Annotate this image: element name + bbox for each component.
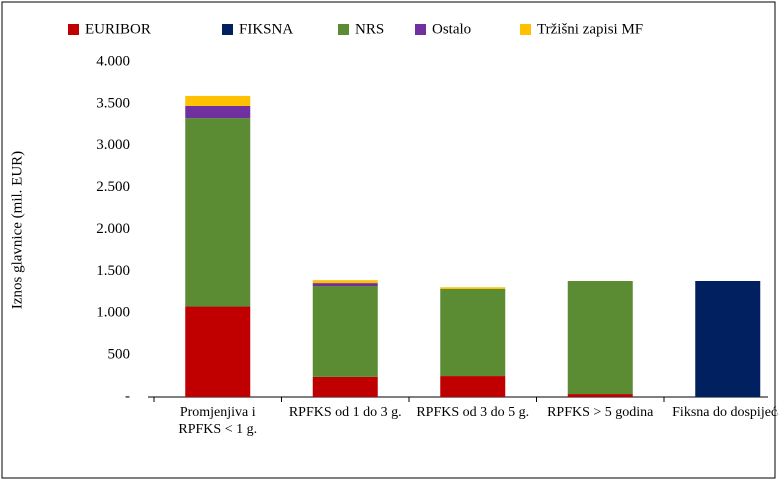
bar-segment [312,286,378,377]
legend-swatch [415,24,426,35]
y-tick-label: 3.500 [96,95,130,111]
x-tick-label: Promjenjiva i RPFKS < 1 g. [178,405,258,437]
legend-label: NRS [355,21,384,37]
legend-label: Ostalo [432,21,471,37]
bar-segment [312,283,378,287]
bar-segment [185,105,251,119]
x-tick-label: RPFKS od 1 do 3 g. [288,405,402,420]
bar-segment [185,95,251,106]
y-tick-label: 500 [108,347,131,363]
legend-swatch [68,24,79,35]
bar-segment [567,281,633,395]
bar-segment [312,376,378,397]
bar-segment [567,394,633,397]
y-tick-label: 1.000 [96,305,130,321]
legend-label: Tržišni zapisi MF [537,21,643,37]
legend-swatch [222,24,233,35]
y-tick-label: 2.500 [96,179,130,195]
bar-segment [440,376,506,397]
bar-segment [185,306,251,397]
bar-segment [695,281,761,397]
bar-segment [440,287,506,289]
x-tick-label: RPFKS od 3 do 5 g. [416,405,530,420]
x-tick-label: Fiksna do dospijeća [672,405,778,420]
x-tick-label: RPFKS > 5 godina [547,405,654,420]
bar-segment [185,118,251,307]
y-tick-label: - [125,388,130,404]
legend-label: EURIBOR [85,21,151,37]
y-tick-label: 2.000 [96,221,130,237]
legend-swatch [520,24,531,35]
y-axis-label: Iznos glavnice (mil. EUR) [9,151,25,309]
y-tick-label: 3.000 [96,137,130,153]
bar-segment [440,288,506,377]
legend-label: FIKSNA [239,21,293,37]
legend-swatch [338,24,349,35]
y-tick-label: 4.000 [96,53,130,69]
y-tick-label: 1.500 [96,263,130,279]
bar-segment [312,280,378,284]
